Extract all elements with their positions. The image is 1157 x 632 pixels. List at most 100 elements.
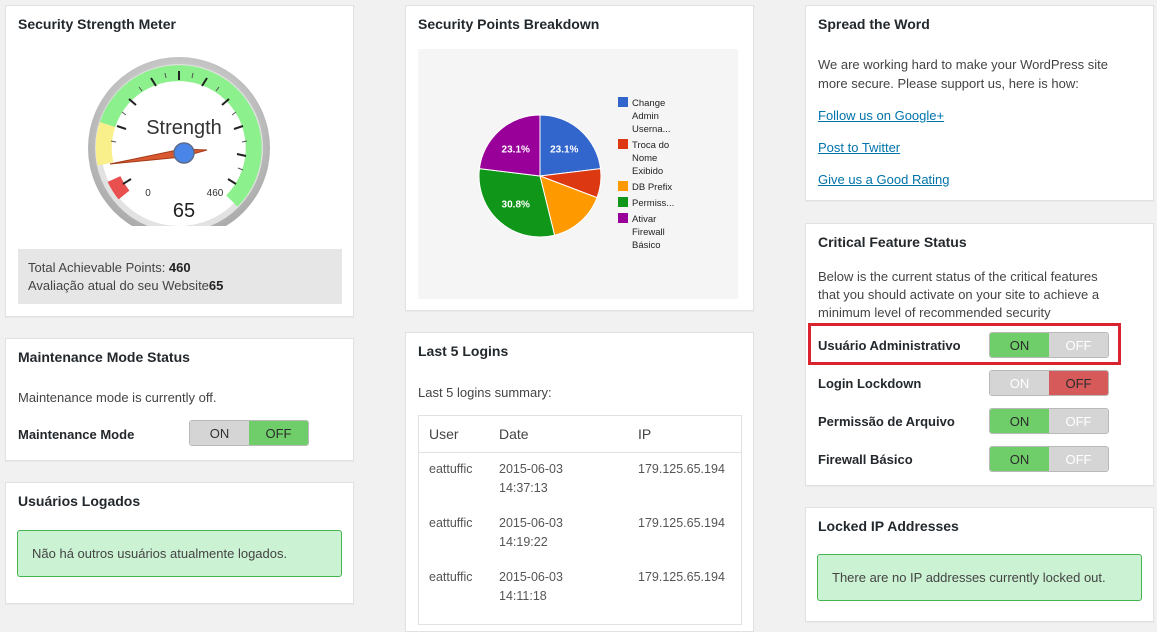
pie-chart: 23.1% 30.8% 23.1% Change Admin Userna... Troca… — [478, 97, 674, 251]
pie-slice — [478, 114, 541, 177]
cell-date: 2015-06-03 — [499, 570, 563, 584]
logged-users-card: Usuários Logados Não há outros usuários … — [5, 482, 354, 604]
card-title: Critical Feature Status — [818, 234, 967, 250]
strength-summary: Total Achievable Points: 460 Avaliação a… — [18, 249, 342, 304]
critical-description-line: minimum level of recommended security — [818, 305, 1051, 320]
toggle-on-segment[interactable]: ON — [990, 371, 1049, 395]
logins-summary: Last 5 logins summary: — [418, 385, 552, 400]
cell-time: 14:19:22 — [499, 535, 548, 549]
feature-toggle-login-lockdown[interactable]: ON OFF — [989, 370, 1109, 396]
legend-label: Userna... — [632, 124, 671, 135]
pie-slice — [539, 175, 598, 236]
strength-gauge: Strength 0 460 65 — [88, 57, 270, 226]
column-header-user: User — [429, 426, 459, 442]
locked-ip-card: Locked IP Addresses There are no IP addr… — [805, 507, 1154, 622]
legend-swatch — [618, 139, 628, 149]
legend-label: Admin — [632, 111, 659, 122]
legend-label: Change — [632, 98, 665, 109]
toggle-off-segment[interactable]: OFF — [249, 421, 308, 445]
maintenance-status: Maintenance mode is currently off. — [18, 390, 217, 405]
gauge-hub — [173, 142, 195, 164]
pie-slice — [539, 114, 602, 177]
toggle-off-segment[interactable]: OFF — [1049, 333, 1108, 357]
legend-swatch — [618, 197, 628, 207]
strength-meter-card: Security Strength Meter — [5, 5, 354, 317]
gauge-value: 65 — [173, 200, 195, 222]
legend-label: Firewall — [632, 227, 665, 238]
cell-date: 2015-06-03 — [499, 516, 563, 530]
pie-slice-label: 30.8% — [502, 199, 530, 210]
cell-user: eattuffic — [429, 570, 473, 584]
total-label: Total Achievable Points: — [28, 260, 169, 275]
cell-user: eattuffic — [429, 462, 473, 476]
legend-label: Permiss... — [632, 198, 674, 209]
legend-label: Básico — [632, 240, 661, 251]
chart-area: 23.1% 30.8% 23.1% Change Admin Userna... Troca… — [418, 49, 738, 299]
legend-label: Exibido — [632, 166, 663, 177]
legend-label: Nome — [632, 153, 657, 164]
current-label: Avaliação atual do seu Website — [28, 278, 209, 293]
critical-feature-card: Critical Feature Status Below is the cur… — [805, 223, 1154, 486]
card-title: Usuários Logados — [18, 493, 141, 509]
card-title: Last 5 Logins — [418, 343, 509, 359]
gauge-label: Strength — [146, 117, 222, 139]
maintenance-mode-label: Maintenance Mode — [18, 427, 135, 442]
legend-swatch — [618, 213, 628, 223]
cell-user: eattuffic — [429, 516, 473, 530]
critical-description: Below is the current status of the criti… — [818, 268, 1099, 322]
legend-label: DB Prefix — [632, 182, 672, 193]
gauge-min: 0 — [145, 188, 151, 199]
locked-ip-notice: There are no IP addresses currently lock… — [817, 554, 1142, 601]
gauge-max: 460 — [207, 188, 224, 199]
feature-label: Firewall Básico — [818, 452, 913, 467]
cell-ip: 179.125.65.194 — [638, 570, 725, 584]
spread-description-line: We are working hard to make your WordPre… — [818, 57, 1108, 72]
legend-label: Ativar — [632, 214, 656, 225]
feature-toggle-basic-firewall[interactable]: ON OFF — [989, 446, 1109, 472]
pie-slice — [478, 168, 556, 238]
feature-label: Usuário Administrativo — [818, 338, 961, 353]
logins-table: User Date IP eattuffic 2015-06-03 14:37:… — [418, 415, 742, 625]
feature-toggle-file-permission[interactable]: ON OFF — [989, 408, 1109, 434]
table-header-divider — [419, 452, 741, 453]
pie-slice-label: 23.1% — [502, 145, 530, 156]
toggle-on-segment[interactable]: ON — [990, 409, 1049, 433]
twitter-link[interactable]: Post to Twitter — [818, 140, 901, 155]
maintenance-toggle[interactable]: ON OFF — [189, 420, 309, 446]
total-value: 460 — [168, 260, 191, 275]
legend-swatch — [618, 97, 628, 107]
last-logins-card: Last 5 Logins Last 5 logins summary: Use… — [405, 332, 754, 632]
legend-label: Troca do — [632, 140, 669, 151]
critical-description-line: that you should activate on your site to… — [818, 287, 1100, 302]
toggle-off-segment[interactable]: OFF — [1049, 409, 1108, 433]
card-title: Maintenance Mode Status — [18, 349, 190, 365]
critical-description-line: Below is the current status of the criti… — [818, 269, 1098, 284]
card-title: Security Points Breakdown — [418, 16, 600, 32]
feature-label: Permissão de Arquivo — [818, 414, 955, 429]
google-plus-link[interactable]: Follow us on Google+ — [818, 108, 945, 123]
maintenance-card: Maintenance Mode Status Maintenance mode… — [5, 338, 354, 461]
card-title: Spread the Word — [818, 16, 930, 32]
card-title: Security Strength Meter — [18, 16, 176, 32]
pie-slice-label: 23.1% — [550, 145, 578, 156]
feature-toggle-admin-user[interactable]: ON OFF — [989, 332, 1109, 358]
toggle-off-segment[interactable]: OFF — [1049, 447, 1108, 471]
legend-swatch — [618, 181, 628, 191]
toggle-on-segment[interactable]: ON — [990, 333, 1049, 357]
toggle-on-segment[interactable]: ON — [990, 447, 1049, 471]
column-header-date: Date — [499, 426, 529, 442]
cell-ip: 179.125.65.194 — [638, 462, 725, 476]
spread-word-card: Spread the Word We are working hard to m… — [805, 5, 1154, 201]
cell-time: 14:37:13 — [499, 481, 548, 495]
highlight-box — [808, 323, 1121, 365]
logged-users-notice: Não há outros usuários atualmente logado… — [17, 530, 342, 577]
toggle-on-segment[interactable]: ON — [190, 421, 249, 445]
current-value: 65 — [208, 278, 224, 293]
toggle-off-segment[interactable]: OFF — [1049, 371, 1108, 395]
rating-link[interactable]: Give us a Good Rating — [818, 172, 950, 187]
feature-label: Login Lockdown — [818, 376, 922, 391]
spread-description-line: more secure. Please support us, here is … — [818, 76, 1079, 91]
cell-date: 2015-06-03 — [499, 462, 563, 476]
column-header-ip: IP — [638, 426, 652, 442]
cell-ip: 179.125.65.194 — [638, 516, 725, 530]
